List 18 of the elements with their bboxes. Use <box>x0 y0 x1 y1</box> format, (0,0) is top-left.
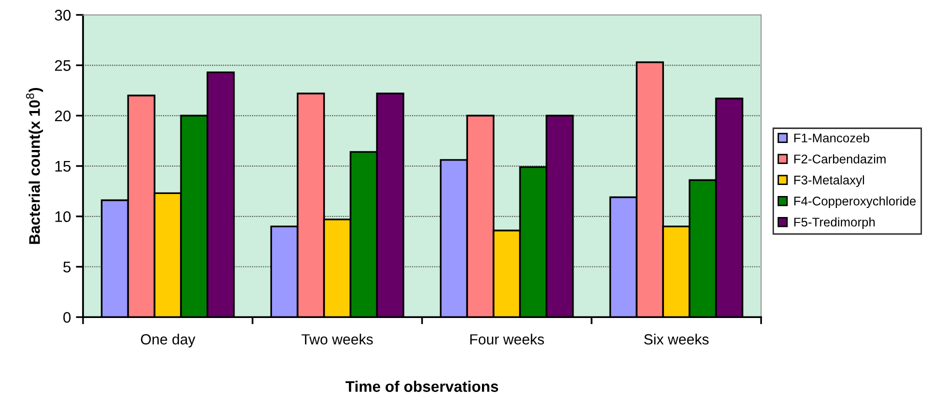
y-tick-label: 20 <box>54 110 71 122</box>
y-tick-label: 5 <box>63 262 71 272</box>
legend-label: F5-Tredimorph <box>794 217 875 230</box>
y-tick-label: 15 <box>55 161 71 172</box>
x-tick-label: Six weeks <box>644 334 709 345</box>
y-tick-label: 25 <box>54 60 71 71</box>
x-tick-label: Two weeks <box>302 334 373 345</box>
legend-label: F1-Mancozeb <box>794 133 870 142</box>
y-tick-label: 30 <box>54 10 71 21</box>
y-axis-title: Bacterial count(x 10$^{8}$) <box>26 88 43 244</box>
legend-label: F3-Metalaxyl <box>794 175 864 187</box>
legend-label: F4-Copperoxychloride <box>794 196 916 208</box>
y-tick-label: 0 <box>63 312 71 323</box>
x-axis-title: Time of observations <box>346 380 498 392</box>
y-tick-label: 10 <box>55 211 71 222</box>
legend-label: F2-Carbendazim <box>794 154 886 164</box>
x-tick-label: Four weeks <box>470 334 544 345</box>
x-tick-label: One day <box>140 334 196 348</box>
